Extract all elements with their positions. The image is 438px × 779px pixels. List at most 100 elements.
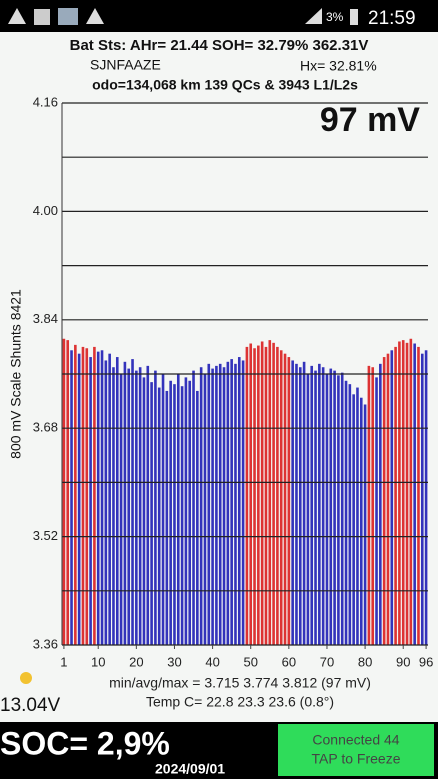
chart-annotation: 97 mV <box>320 101 420 139</box>
bar <box>135 370 138 645</box>
bar <box>180 386 184 645</box>
bar <box>222 367 226 645</box>
soc: SOC= 2,9% <box>0 725 170 761</box>
bulb-icon <box>20 672 32 684</box>
bar <box>344 380 348 645</box>
bar <box>173 384 176 645</box>
bar <box>66 340 70 645</box>
bar <box>119 374 123 645</box>
y-tick-label: 4.16 <box>33 94 58 109</box>
bar <box>104 360 108 645</box>
bar <box>157 387 161 645</box>
bar <box>74 344 77 645</box>
bar <box>375 377 378 645</box>
x-tick-label: 10 <box>91 654 105 669</box>
x-tick-label: 80 <box>358 654 372 669</box>
header-line: Bat Sts: AHr= 21.44 SOH= 32.79% 362.31V <box>70 37 369 54</box>
y-tick-label: 3.68 <box>33 420 58 435</box>
x-tick-label: 1 <box>60 654 67 669</box>
bar <box>363 404 367 645</box>
notification-icon <box>58 8 78 25</box>
bar <box>279 350 283 645</box>
bar <box>215 365 218 645</box>
bar <box>249 343 253 645</box>
bar <box>401 340 405 645</box>
y-tick-label: 3.36 <box>33 636 58 651</box>
bar <box>260 341 264 645</box>
y-tick-label: 3.84 <box>33 311 58 326</box>
warning-icon <box>86 8 104 24</box>
bar <box>108 353 111 645</box>
bar <box>188 380 192 645</box>
bar <box>127 368 131 645</box>
aux-voltage: 13.04V <box>0 695 61 716</box>
freeze-label[interactable]: TAP to Freeze <box>312 751 401 767</box>
bar <box>226 361 230 645</box>
bar <box>142 377 146 645</box>
x-tick-label: 96 <box>419 654 433 669</box>
x-tick-label: 60 <box>282 654 296 669</box>
bar <box>234 363 237 645</box>
bar <box>306 374 310 645</box>
bar <box>272 342 275 645</box>
bar <box>390 350 394 645</box>
bar <box>150 382 153 645</box>
bar <box>337 375 340 645</box>
x-tick-label: 40 <box>205 654 219 669</box>
x-tick-label: 90 <box>396 654 410 669</box>
connect-button[interactable] <box>278 724 434 776</box>
bar <box>295 363 298 645</box>
bar <box>115 357 119 645</box>
bar <box>112 367 115 645</box>
bar <box>310 365 314 645</box>
y-tick-label: 3.52 <box>33 528 58 543</box>
x-tick-label: 70 <box>320 654 334 669</box>
bar <box>93 346 96 645</box>
bar <box>359 397 363 645</box>
bar <box>146 365 150 645</box>
y-tick-label: 4.00 <box>33 203 58 218</box>
stats-line: min/avg/max = 3.715 3.774 3.812 (97 mV) <box>109 675 371 691</box>
date: 2024/09/01 <box>155 761 225 777</box>
bar <box>176 374 180 645</box>
bar <box>131 359 134 645</box>
bar <box>264 346 268 645</box>
bar <box>287 357 291 645</box>
bar <box>62 338 66 645</box>
y-axis-label: 800 mV Scale Shunts 8421 <box>8 289 24 459</box>
bar <box>196 390 199 645</box>
bar <box>348 384 352 645</box>
bar <box>379 363 382 645</box>
bar <box>70 350 73 645</box>
bar <box>424 350 428 645</box>
header-vin: SJNFAAZE <box>90 57 161 73</box>
bar <box>291 360 294 645</box>
bar <box>405 342 409 645</box>
bar <box>184 377 188 645</box>
bar <box>192 370 195 645</box>
warning-icon <box>8 8 26 24</box>
notification-icon <box>34 9 50 25</box>
bar <box>253 348 256 645</box>
bar <box>211 368 214 645</box>
x-tick-label: 50 <box>243 654 257 669</box>
bar <box>352 394 355 645</box>
bar <box>89 357 92 645</box>
bar <box>283 353 287 645</box>
chart: 3.36 3.52 3.68 3.84 4.00 4.16 1 10 20 30 40 50 60 70 8… <box>33 94 434 669</box>
bar <box>230 359 233 645</box>
connected-status[interactable]: Connected 44 <box>312 732 399 748</box>
bar <box>138 367 142 645</box>
bar <box>276 346 279 645</box>
bar <box>409 338 413 645</box>
header-line: odo=134,068 km 139 QCs & 3943 L1/L2s <box>92 77 358 93</box>
bar <box>257 345 260 645</box>
bar <box>207 363 211 645</box>
bar <box>386 353 390 645</box>
bar <box>398 341 401 645</box>
bar <box>154 370 157 645</box>
bar <box>237 357 241 645</box>
bar <box>241 360 245 645</box>
